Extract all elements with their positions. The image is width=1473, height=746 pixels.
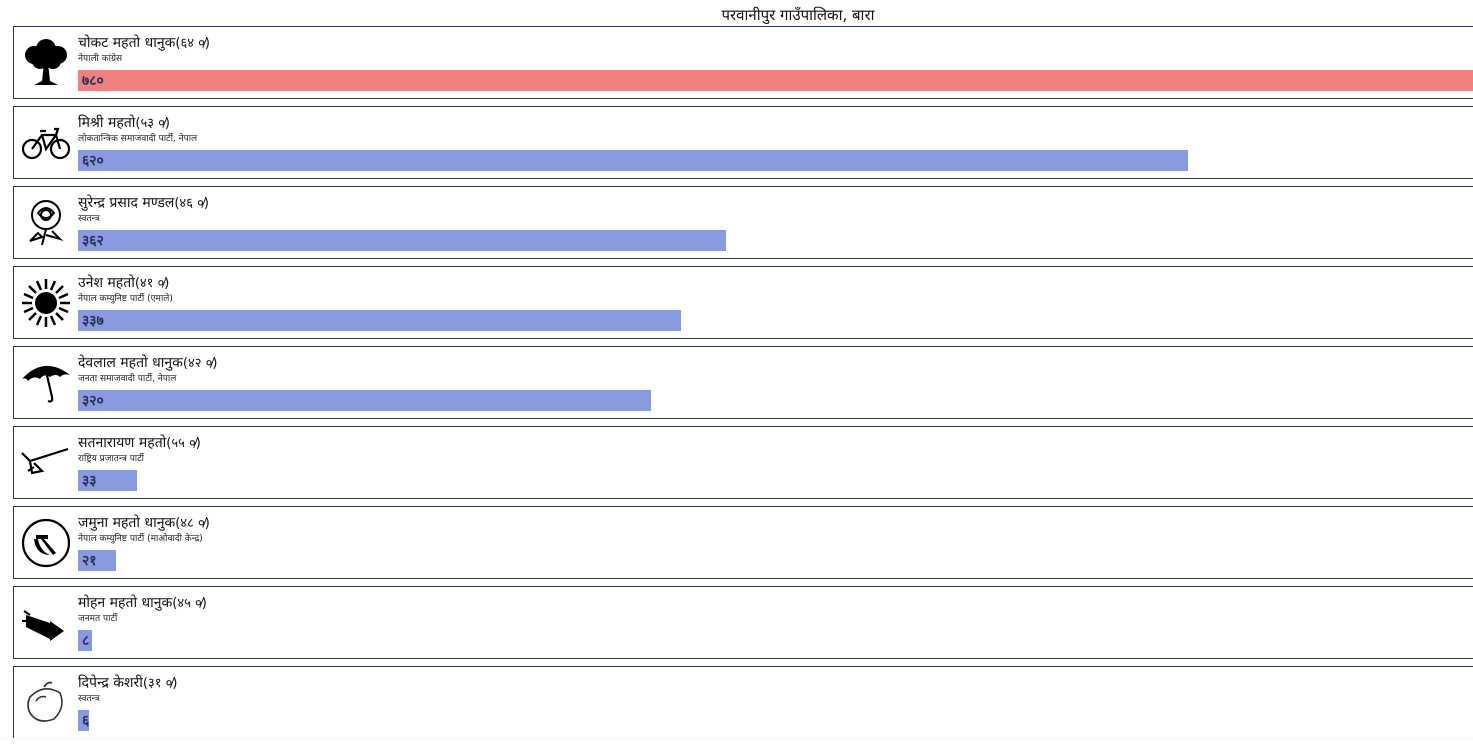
- vote-count: ६२०: [82, 153, 104, 169]
- candidate-name: सुरेन्द्र प्रसाद मण्डल: [78, 195, 175, 211]
- candidate-card[interactable]: जमुना महतो धानुक(४८ ०̸) नेपाल कम्युनिष्ट…: [13, 506, 1473, 579]
- candidate-card[interactable]: सतनारायण महतो(५५ ०̸) राष्ट्रिय प्रजातन्त…: [13, 426, 1473, 499]
- candidate-card[interactable]: सुरेन्द्र प्रसाद मण्डल(४६ ०̸) स्वतन्त्र …: [13, 186, 1473, 259]
- candidate-card[interactable]: देवलाल महतो धानुक(४२ ०̸) जनता समाजवादी प…: [13, 346, 1473, 419]
- page-title: परवानीपुर गाउँपालिका, बारा: [721, 6, 875, 24]
- vote-bar: [78, 710, 89, 731]
- candidate-name: सतनारायण महतो: [78, 435, 167, 451]
- candidate-card[interactable]: मिश्री महतो(५३ ०̸) लोकतान्त्रिक समाजवादी…: [13, 106, 1473, 179]
- vote-bar: [78, 470, 137, 491]
- candidate-card[interactable]: उनेश महतो(४१ ०̸) नेपाल कम्युनिष्ट पार्टी…: [13, 266, 1473, 339]
- vote-count: ३३: [82, 473, 97, 489]
- candidate-name: जमुना महतो धानुक: [78, 515, 176, 531]
- vote-count: ६: [82, 713, 90, 729]
- candidate-age: (४२ ०̸): [182, 356, 218, 371]
- vote-count: ७८०: [82, 73, 104, 89]
- candidate-age: (६४ ०̸): [175, 36, 210, 51]
- page-footer-strip: [0, 738, 1473, 740]
- candidate-age: (४१ ०̸): [134, 276, 170, 291]
- party-name: नेपाली कांग्रेस: [78, 54, 123, 64]
- vote-bar: [78, 310, 681, 331]
- vote-bar: [78, 630, 92, 651]
- rose-icon: [20, 197, 72, 249]
- tree-icon: [20, 37, 72, 89]
- party-name: स्वतन्त्र: [78, 214, 100, 224]
- party-name: जनता समाजवादी पार्टी, नेपाल: [78, 374, 177, 384]
- vote-bar: [78, 550, 116, 571]
- vote-count: ८: [82, 633, 90, 649]
- vote-bar: [78, 150, 1188, 171]
- party-name: नेपाल कम्युनिष्ट पार्टी (एमाले): [78, 294, 173, 304]
- umbrella-icon: [20, 357, 72, 409]
- candidate-list: चोकट महतो धानुक(६४ ०̸) नेपाली कांग्रेस ७…: [13, 26, 1473, 746]
- party-name: स्वतन्त्र: [78, 694, 100, 704]
- vote-bar: [78, 70, 1473, 91]
- candidate-name: उनेश महतो: [78, 275, 135, 291]
- candidate-name: मिश्री महतो: [78, 115, 136, 131]
- megaphone-icon: [20, 597, 72, 649]
- vote-count: ३३७: [82, 313, 104, 329]
- candidate-card[interactable]: मोहन महतो धानुक(४५ ०̸) जनमत पार्टी ८: [13, 586, 1473, 659]
- candidate-age: (३१ ०̸): [142, 676, 178, 691]
- party-name: जनमत पार्टी: [78, 614, 118, 624]
- candidate-card[interactable]: दिपेन्द्र केशरी(३१ ०̸) स्वतन्त्र ६: [13, 666, 1473, 739]
- candidate-age: (४८ ०̸): [175, 516, 210, 531]
- bicycle-icon: [20, 117, 72, 169]
- party-name: लोकतान्त्रिक समाजवादी पार्टी, नेपाल: [78, 134, 198, 144]
- mango-icon: [20, 677, 72, 729]
- candidate-age: (५३ ०̸): [135, 116, 170, 131]
- vote-count: ३६२: [82, 233, 104, 249]
- party-name: नेपाल कम्युनिष्ट पार्टी (माओवादी केन्द्र…: [78, 534, 203, 544]
- vote-bar: [78, 230, 726, 251]
- candidate-name: चोकट महतो धानुक: [78, 35, 176, 51]
- vote-bar: [78, 390, 651, 411]
- party-name: राष्ट्रिय प्रजातन्त्र पार्टी: [78, 454, 145, 464]
- sun-icon: [20, 277, 72, 329]
- candidate-name: मोहन महतो धानुक: [78, 595, 173, 611]
- vote-count: २१: [82, 553, 97, 569]
- candidate-name: दिपेन्द्र केशरी: [78, 675, 143, 691]
- vote-count: ३२०: [82, 393, 104, 409]
- candidate-age: (४५ ०̸): [172, 596, 207, 611]
- candidate-name: देवलाल महतो धानुक: [78, 355, 183, 371]
- candidate-card[interactable]: चोकट महतो धानुक(६४ ०̸) नेपाली कांग्रेस ७…: [13, 26, 1473, 99]
- candidate-age: (५५ ०̸): [166, 436, 201, 451]
- hammer-sickle-icon: [20, 517, 72, 569]
- candidate-age: (४६ ०̸): [174, 196, 209, 211]
- plough-icon: [20, 437, 72, 489]
